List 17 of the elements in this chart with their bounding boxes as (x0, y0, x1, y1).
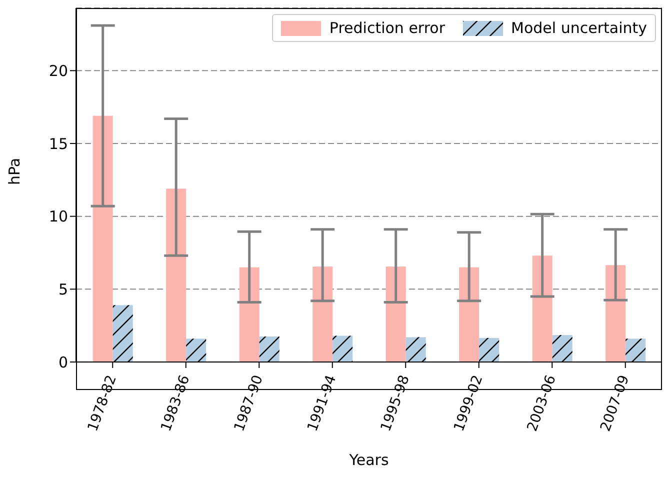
y-tick-label: 20 (48, 62, 68, 80)
bar (166, 188, 186, 362)
y-tick-label: 5 (58, 280, 68, 298)
bar (459, 267, 480, 362)
bar (239, 267, 260, 362)
y-tick-label: 10 (48, 208, 68, 226)
legend-label: Prediction error (329, 19, 446, 37)
bar (312, 266, 333, 362)
x-axis-title: Years (348, 451, 389, 469)
y-tick-label: 15 (48, 134, 68, 153)
y-tick-label: 0 (58, 353, 68, 372)
bar (532, 256, 552, 362)
y-axis-title: hPa (5, 158, 24, 185)
legend-label: Model uncertainty (511, 19, 647, 37)
bar (386, 266, 406, 362)
bar (92, 116, 113, 362)
bar (606, 265, 626, 362)
